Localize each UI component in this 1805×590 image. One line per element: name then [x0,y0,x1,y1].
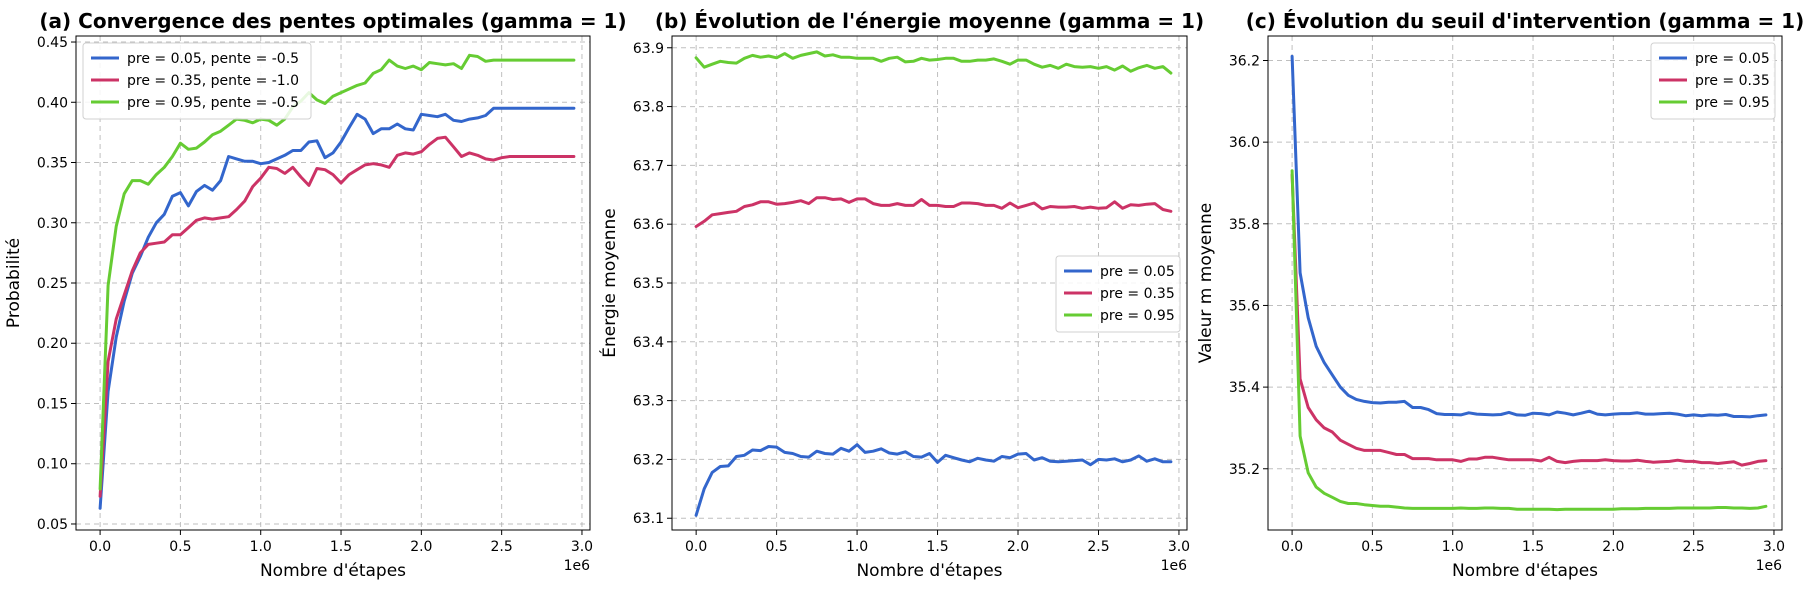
x-tick-label: 0.0 [685,539,707,555]
x-tick-label: 3.0 [1763,539,1785,555]
y-axis-label: Probabilité [4,238,24,328]
legend-entry-1: pre = 0.35, pente = -1.0 [127,73,299,89]
x-tick-label: 3.0 [571,539,593,555]
x-multiplier: 1e6 [564,558,591,574]
y-tick-label: 63.9 [633,41,664,57]
y-tick-label: 0.05 [37,517,68,533]
series-group [1290,54,1768,512]
series-line-2 [1290,169,1768,512]
series-line-0 [98,106,576,510]
series-line-0 [1290,54,1768,419]
x-tick-label: 1.0 [250,539,272,555]
x-tick-label: 2.5 [491,539,513,555]
y-tick-label: 36.2 [1229,53,1260,69]
y-axis-label: Énergie moyenne [598,208,620,358]
x-tick-label: 1.5 [926,539,948,555]
legend-entry-0: pre = 0.05 [1695,51,1770,67]
y-tick-label: 35.6 [1229,298,1260,314]
y-tick-label: 63.4 [633,335,664,351]
x-multiplier: 1e6 [1756,558,1783,574]
y-tick-label: 35.2 [1229,462,1260,478]
legend-entry-1: pre = 0.35 [1100,286,1175,302]
chart-panel-2: (c) Évolution du seuil d'intervention (g… [1196,9,1804,581]
x-tick-label: 1.5 [330,539,352,555]
y-tick-label: 0.20 [37,336,68,352]
series-line-0 [694,443,1173,517]
series-line-1 [1290,173,1768,467]
y-tick-label: 35.4 [1229,380,1260,396]
y-tick-label: 63.8 [633,100,664,116]
legend: pre = 0.05 pre = 0.35 pre = 0.95 [1055,255,1181,333]
legend-entry-2: pre = 0.95 [1100,308,1175,324]
y-tick-label: 63.2 [633,452,664,468]
y-tick-label: 36.0 [1229,135,1260,151]
y-tick-label: 35.8 [1229,217,1260,233]
x-multiplier: 1e6 [1161,558,1188,574]
chart-title: (c) Évolution du seuil d'intervention (g… [1246,9,1804,33]
chart-panel-1: (b) Évolution de l'énergie moyenne (gamm… [598,9,1204,581]
x-tick-label: 2.0 [1602,539,1624,555]
y-tick-label: 0.15 [37,396,68,412]
x-tick-label: 2.5 [1087,539,1109,555]
legend: pre = 0.05, pente = -0.5 pre = 0.35, pent… [82,42,312,120]
x-tick-label: 0.5 [765,539,787,555]
x-tick-label: 3.0 [1168,539,1190,555]
y-tick-label: 0.35 [37,156,68,172]
y-tick-label: 63.6 [633,217,664,233]
series-line-1 [98,135,576,498]
y-axis-label: Valeur m moyenne [1196,203,1216,364]
x-tick-label: 0.5 [1361,539,1383,555]
series-group [694,50,1173,517]
series-line-2 [98,53,576,491]
x-axis-label: Nombre d'étapes [1452,561,1598,581]
legend-entry-2: pre = 0.95, pente = -0.5 [127,95,299,111]
legend-box [82,42,312,120]
x-tick-label: 2.5 [1683,539,1705,555]
axes-frame [1267,35,1783,531]
y-tick-label: 0.25 [37,276,68,292]
y-tick-label: 63.7 [633,158,664,174]
y-tick-label: 63.1 [633,511,664,527]
y-tick-label: 0.40 [37,95,68,111]
x-tick-label: 0.5 [169,539,191,555]
chart-title: (a) Convergence des pentes optimales (ga… [39,9,626,33]
x-tick-label: 1.0 [1442,539,1464,555]
legend: pre = 0.05 pre = 0.35 pre = 0.95 [1650,42,1776,120]
series-line-1 [694,196,1173,228]
x-tick-label: 0.0 [1281,539,1303,555]
legend-entry-1: pre = 0.35 [1695,73,1770,89]
series-group [98,53,576,510]
legend-entry-0: pre = 0.05, pente = -0.5 [127,51,299,67]
legend-entry-2: pre = 0.95 [1695,95,1770,111]
x-tick-label: 0.0 [89,539,111,555]
y-tick-label: 0.10 [37,457,68,473]
x-tick-label: 2.0 [1007,539,1029,555]
legend-entry-0: pre = 0.05 [1100,264,1175,280]
x-axis-label: Nombre d'étapes [856,561,1002,581]
y-tick-label: 63.3 [633,394,664,410]
x-tick-label: 2.0 [410,539,432,555]
chart-title: (b) Évolution de l'énergie moyenne (gamm… [655,9,1204,33]
y-tick-label: 0.30 [37,216,68,232]
legend-box [1055,255,1181,333]
y-tick-label: 0.45 [37,35,68,51]
legend-box [1650,42,1776,120]
y-tick-label: 63.5 [633,276,664,292]
gridlines [76,36,590,530]
x-tick-label: 1.0 [846,539,868,555]
chart-panel-0: (a) Convergence des pentes optimales (ga… [4,9,627,581]
series-line-2 [694,50,1173,75]
x-axis-label: Nombre d'étapes [260,561,406,581]
x-tick-label: 1.5 [1522,539,1544,555]
